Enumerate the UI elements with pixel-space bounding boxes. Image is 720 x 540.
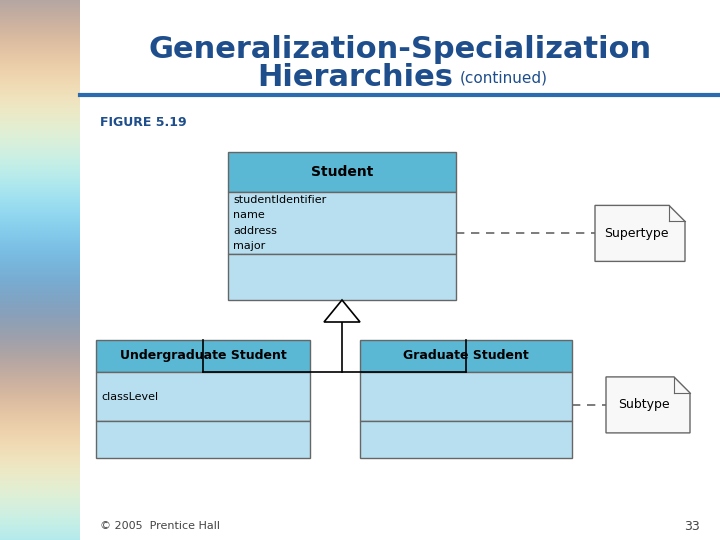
Text: (continued): (continued) [460, 71, 548, 85]
Text: address: address [233, 226, 277, 236]
Text: Generalization-Specialization: Generalization-Specialization [148, 36, 652, 64]
Polygon shape [606, 377, 690, 433]
Bar [360, 421, 572, 458]
Bar [360, 340, 572, 372]
Text: FIGURE 5.19: FIGURE 5.19 [100, 116, 186, 129]
Text: name: name [233, 210, 265, 220]
FancyBboxPatch shape [80, 0, 720, 540]
Bar [96, 340, 310, 372]
Text: Graduate Student: Graduate Student [403, 349, 529, 362]
Text: Hierarchies: Hierarchies [257, 64, 453, 92]
Bar [228, 152, 456, 192]
Text: classLevel: classLevel [101, 392, 158, 402]
Bar [96, 421, 310, 458]
Text: Supertype: Supertype [604, 227, 668, 240]
Text: studentIdentifier: studentIdentifier [233, 195, 326, 205]
Polygon shape [595, 205, 685, 261]
Bar [228, 254, 456, 300]
Bar [228, 192, 456, 254]
Text: Student: Student [311, 165, 373, 179]
Text: Undergraduate Student: Undergraduate Student [120, 349, 287, 362]
Text: © 2005  Prentice Hall: © 2005 Prentice Hall [100, 521, 220, 531]
Text: major: major [233, 241, 265, 251]
Polygon shape [324, 300, 360, 322]
Text: 33: 33 [684, 519, 700, 532]
Bar [96, 372, 310, 421]
Text: Subtype: Subtype [618, 399, 670, 411]
Bar [360, 372, 572, 421]
